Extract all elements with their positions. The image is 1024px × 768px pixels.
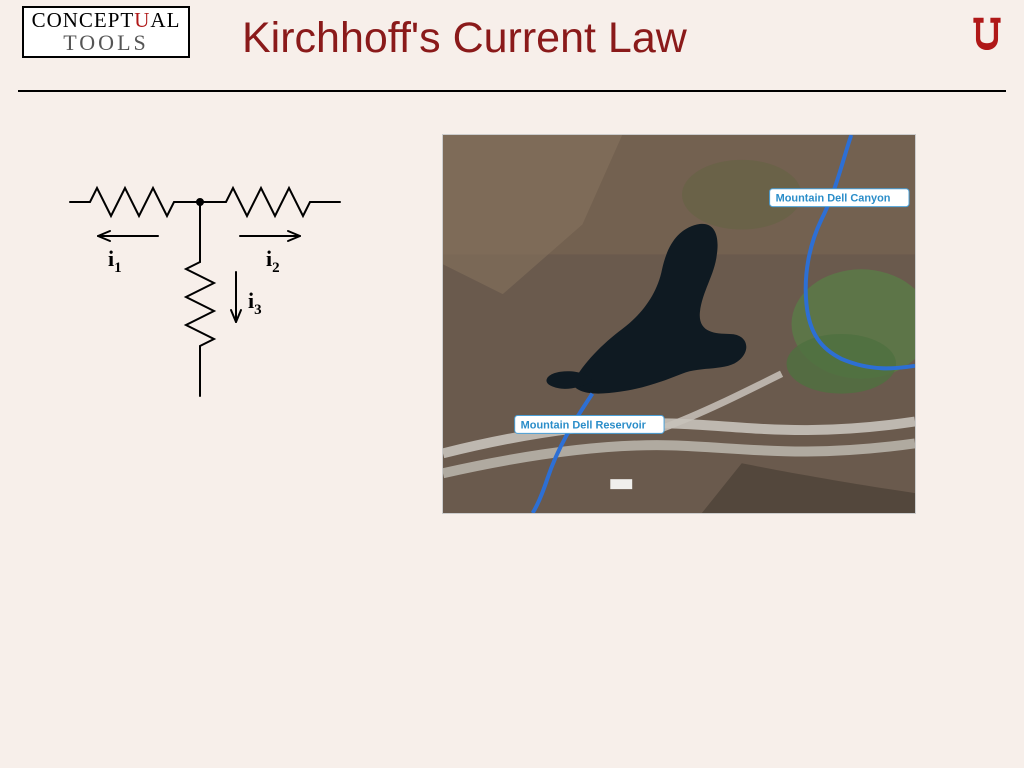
i1-sub: 1	[114, 260, 122, 276]
map-label-canyon: Mountain Dell Canyon	[776, 193, 891, 205]
svg-text:i1: i1	[108, 246, 122, 276]
svg-text:i3: i3	[248, 288, 262, 318]
conceptual-tools-logo: CONCEPTUAL TOOLS	[22, 6, 190, 58]
logo-line-1: CONCEPTUAL	[32, 9, 181, 31]
circuit-diagram: i1 i2 i3	[60, 162, 400, 442]
reservoir-map: Mountain Dell Canyon Mountain Dell Reser…	[442, 134, 916, 514]
logo-text-red: U	[134, 8, 150, 32]
university-u-logo	[970, 16, 1004, 52]
logo-line-2: TOOLS	[63, 31, 149, 54]
i2-sub: 2	[272, 260, 280, 276]
i3-sub: 3	[254, 302, 262, 318]
logo-text-pre: CONCEPT	[32, 8, 135, 32]
slide-title: Kirchhoff's Current Law	[242, 14, 687, 63]
slide-header: CONCEPTUAL TOOLS Kirchhoff's Current Law	[18, 0, 1006, 92]
logo-text-post: AL	[150, 8, 180, 32]
map-label-reservoir: Mountain Dell Reservoir	[521, 419, 647, 431]
svg-text:i2: i2	[266, 246, 280, 276]
